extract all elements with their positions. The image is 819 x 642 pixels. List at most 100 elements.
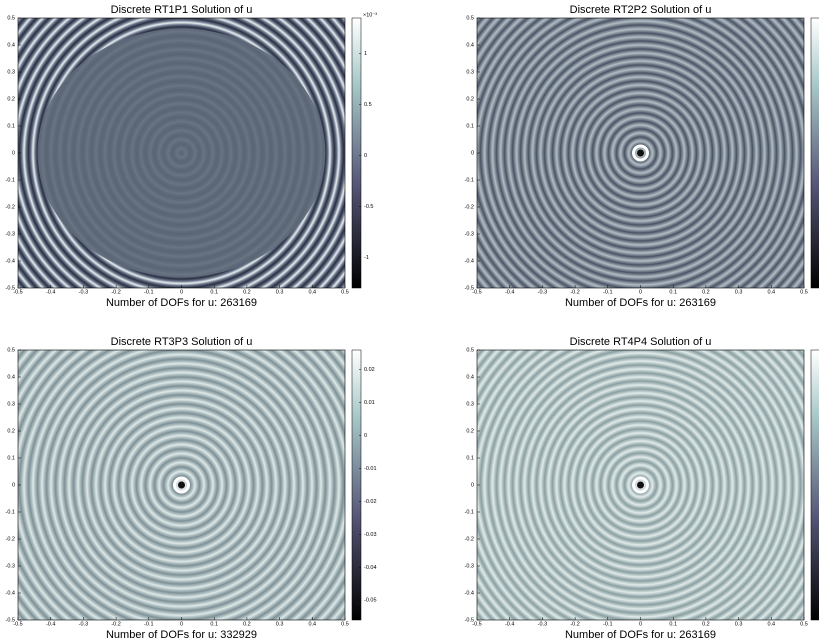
- x-tick-label: 0.2: [702, 289, 710, 295]
- figure: Discrete RT1P1 Solution of u Number of DO…: [0, 0, 819, 642]
- x-tick-label: -0.3: [79, 621, 88, 627]
- y-tick-label: -0.4: [6, 258, 15, 264]
- x-tick-label: 0.5: [800, 621, 808, 627]
- y-tick-label: 0: [471, 482, 474, 488]
- colorbar-exponent: ×10⁻³: [363, 12, 377, 18]
- y-tick-label: 0: [12, 150, 15, 156]
- x-tick-label: 0.2: [243, 289, 251, 295]
- y-tick-label: 0: [471, 150, 474, 156]
- y-tick-label: 0.4: [7, 42, 15, 48]
- x-tick-label: 0.5: [800, 289, 808, 295]
- colorbar-tick-label: -0.05: [364, 598, 377, 604]
- colorbar-tick-label: 0.02: [364, 367, 375, 373]
- y-tick-label: -0.1: [465, 509, 474, 515]
- colorbar-tick-label: 0.5: [364, 102, 372, 108]
- y-tick-label: 0.1: [7, 455, 15, 461]
- x-tick-label: 0.1: [210, 289, 218, 295]
- y-tick-label: -0.3: [6, 563, 15, 569]
- x-axis-label: Number of DOFs for u: 263169: [565, 629, 716, 641]
- x-axis-label: Number of DOFs for u: 263169: [565, 297, 716, 309]
- x-tick-label: -0.4: [46, 289, 55, 295]
- y-tick-label: -0.5: [6, 617, 15, 623]
- colorbar: [811, 350, 819, 620]
- x-tick-label: 0.4: [308, 621, 316, 627]
- x-tick-label: -0.4: [46, 621, 55, 627]
- x-tick-label: -0.3: [538, 289, 547, 295]
- y-tick-label: 0: [12, 482, 15, 488]
- y-tick-label: -0.2: [6, 204, 15, 210]
- y-tick-label: -0.4: [465, 258, 474, 264]
- x-tick-label: -0.1: [144, 621, 153, 627]
- y-tick-label: -0.2: [6, 536, 15, 542]
- x-axis-label: Number of DOFs for u: 332929: [106, 629, 257, 641]
- chart-title: Discrete RT1P1 Solution of u: [111, 4, 253, 16]
- colorbar: [352, 350, 361, 620]
- x-tick-label: 0.3: [735, 289, 743, 295]
- x-tick-label: -0.1: [603, 621, 612, 627]
- field-image: [477, 350, 804, 620]
- colorbar-tick-label: -0.04: [364, 565, 377, 571]
- x-tick-label: -0.1: [144, 289, 153, 295]
- y-tick-label: -0.1: [465, 177, 474, 183]
- x-tick-label: -0.3: [79, 289, 88, 295]
- x-tick-label: 0.2: [702, 621, 710, 627]
- x-tick-label: 0.2: [243, 621, 251, 627]
- y-tick-label: 0.3: [466, 69, 474, 75]
- y-tick-label: -0.3: [6, 231, 15, 237]
- y-tick-label: 0.4: [7, 374, 15, 380]
- y-tick-label: 0.1: [466, 455, 474, 461]
- x-tick-label: -0.2: [570, 289, 579, 295]
- y-tick-label: -0.2: [465, 536, 474, 542]
- y-tick-label: -0.4: [465, 590, 474, 596]
- source-core: [178, 482, 185, 489]
- x-tick-label: -0.1: [603, 289, 612, 295]
- field-image: [18, 18, 345, 288]
- y-tick-label: 0.1: [466, 123, 474, 129]
- colorbar: [352, 18, 361, 288]
- x-tick-label: 0: [180, 621, 183, 627]
- source-core: [637, 150, 644, 157]
- y-tick-label: -0.1: [6, 177, 15, 183]
- y-tick-label: -0.5: [465, 617, 474, 623]
- y-tick-label: 0.2: [7, 428, 15, 434]
- colorbar-tick-label: -0.01: [364, 466, 377, 472]
- colorbar-tick-label: 0: [364, 433, 367, 439]
- y-tick-label: -0.4: [6, 590, 15, 596]
- x-tick-label: 0.4: [308, 289, 316, 295]
- y-tick-label: 0.5: [466, 347, 474, 353]
- x-tick-label: 0: [639, 621, 642, 627]
- y-tick-label: 0.3: [7, 69, 15, 75]
- y-tick-label: 0.3: [466, 401, 474, 407]
- x-tick-label: 0.4: [767, 289, 775, 295]
- colorbar-tick-label: -1: [364, 255, 369, 261]
- x-tick-label: 0.1: [210, 621, 218, 627]
- y-tick-label: 0.5: [466, 15, 474, 21]
- chart-title: Discrete RT3P3 Solution of u: [111, 336, 253, 348]
- x-tick-label: -0.2: [570, 621, 579, 627]
- colorbar-tick-label: 0.01: [364, 400, 375, 406]
- y-tick-label: 0.1: [7, 123, 15, 129]
- x-tick-label: 0.4: [767, 621, 775, 627]
- colorbar: [811, 18, 819, 288]
- chart-title: Discrete RT4P4 Solution of u: [570, 336, 712, 348]
- x-tick-label: 0: [639, 289, 642, 295]
- y-tick-label: 0.2: [466, 96, 474, 102]
- x-axis-label: Number of DOFs for u: 263169: [106, 297, 257, 309]
- colorbar-tick-label: -0.03: [364, 532, 377, 538]
- x-tick-label: 0.3: [276, 621, 284, 627]
- field-image: [18, 350, 345, 620]
- colorbar-tick-label: 0: [364, 153, 367, 159]
- x-tick-label: -0.4: [505, 289, 514, 295]
- y-tick-label: -0.2: [465, 204, 474, 210]
- x-tick-label: 0.1: [669, 621, 677, 627]
- x-tick-label: 0.5: [341, 289, 349, 295]
- y-tick-label: 0.4: [466, 42, 474, 48]
- y-tick-label: 0.2: [7, 96, 15, 102]
- x-tick-label: -0.4: [505, 621, 514, 627]
- x-tick-label: 0.1: [669, 289, 677, 295]
- y-tick-label: 0.5: [7, 347, 15, 353]
- y-tick-label: 0.3: [7, 401, 15, 407]
- colorbar-tick-label: 1: [364, 51, 367, 57]
- colorbar-tick-label: -0.5: [364, 204, 373, 210]
- x-tick-label: 0.3: [735, 621, 743, 627]
